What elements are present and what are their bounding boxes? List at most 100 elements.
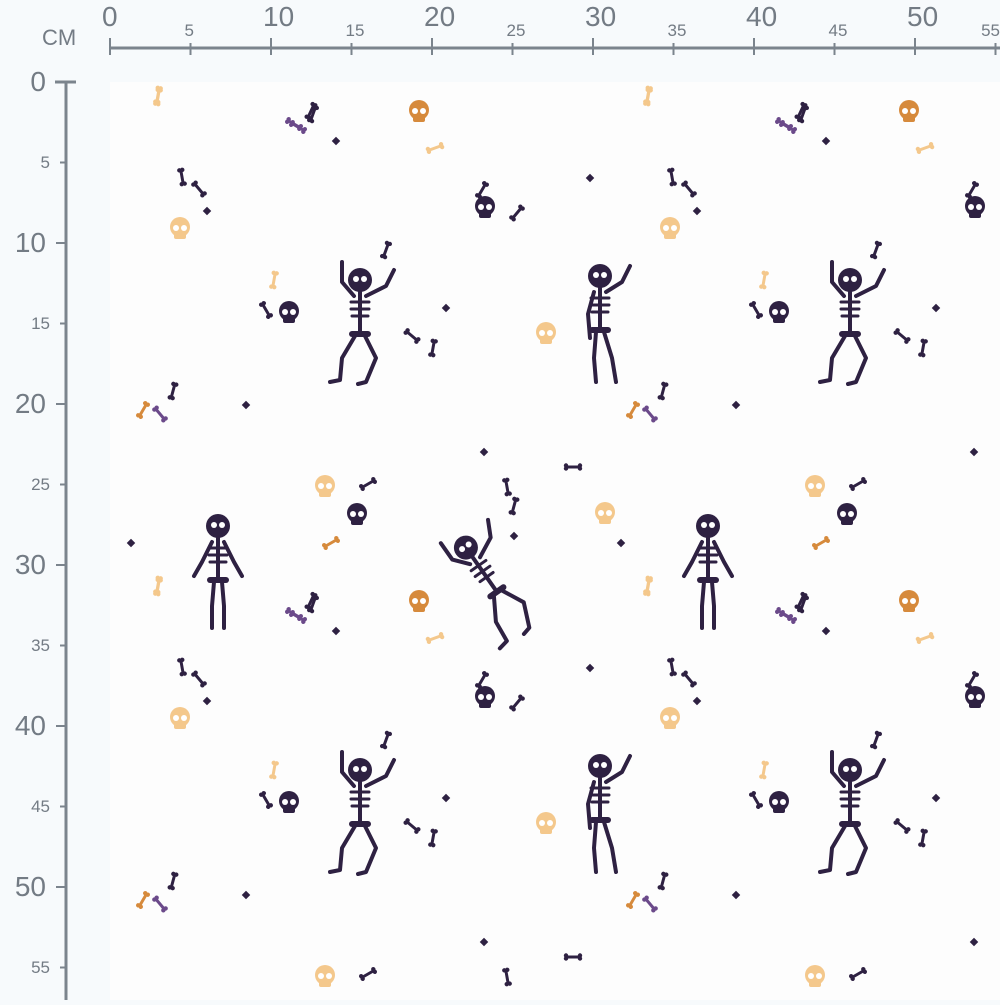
bone-icon <box>563 953 583 961</box>
diamond-icon <box>616 538 626 548</box>
bone-icon <box>681 180 697 198</box>
bone-icon <box>475 670 489 690</box>
skull-icon <box>475 686 495 708</box>
skull-icon <box>315 475 335 497</box>
vertical-ruler-label: 35 <box>31 635 50 655</box>
bone-icon <box>563 463 583 471</box>
bone-icon <box>796 104 810 124</box>
diamond-icon <box>931 793 941 803</box>
vertical-ruler-label: 25 <box>31 474 50 494</box>
skull-icon <box>536 812 556 834</box>
bone-icon <box>759 270 769 290</box>
diamond-icon <box>692 696 702 706</box>
bone-icon <box>288 610 308 624</box>
skeleton-icon <box>328 750 396 876</box>
skull-icon <box>965 196 985 218</box>
skeleton-icon <box>438 517 532 651</box>
horizontal-ruler-label: 10 <box>263 1 295 32</box>
bone-icon <box>167 381 179 401</box>
bone-icon <box>657 871 669 891</box>
skeleton-icon <box>818 750 886 876</box>
bone-icon <box>152 895 168 913</box>
bone-icon <box>918 828 928 848</box>
vertical-ruler-label: 5 <box>40 152 50 172</box>
diamond-icon <box>479 937 489 947</box>
skull-icon <box>170 707 190 729</box>
bone-icon <box>869 730 883 750</box>
horizontal-ruler-label: 35 <box>667 21 687 40</box>
bone-icon <box>177 167 187 187</box>
horizontal-ruler-label: 55 <box>981 21 1000 40</box>
bone-icon <box>425 141 445 155</box>
horizontal-ruler-label: 25 <box>506 21 526 40</box>
bone-icon <box>425 631 445 645</box>
skeleton-icon <box>586 754 632 874</box>
bone-icon <box>136 400 150 420</box>
bone-icon <box>428 828 438 848</box>
bone-icon <box>657 381 669 401</box>
diamond-icon <box>821 136 831 146</box>
bone-icon <box>259 790 273 810</box>
diamond-icon <box>441 793 451 803</box>
bone-icon <box>681 670 697 688</box>
diamond-icon <box>441 303 451 313</box>
skull-icon <box>409 100 429 122</box>
diamond-icon <box>331 626 341 636</box>
bone-icon <box>667 657 677 677</box>
skeleton-icon <box>192 514 244 630</box>
bone-icon <box>153 577 163 597</box>
skull-icon <box>347 503 367 525</box>
skull-icon <box>536 322 556 344</box>
horizontal-ruler-label: 50 <box>907 1 939 32</box>
bone-icon <box>667 167 677 187</box>
skull-icon <box>805 965 825 987</box>
bone-icon <box>379 730 393 750</box>
vertical-ruler-label: 20 <box>14 388 46 419</box>
bone-icon <box>848 967 868 981</box>
bone-icon <box>509 694 525 712</box>
bone-icon <box>306 594 320 614</box>
diamond-icon <box>202 696 212 706</box>
bone-icon <box>869 240 883 260</box>
skull-icon <box>660 707 680 729</box>
bone-icon <box>269 270 279 290</box>
bone-icon <box>269 760 279 780</box>
skull-icon <box>279 301 299 323</box>
bone-icon <box>749 300 763 320</box>
skull-icon <box>660 217 680 239</box>
bone-icon <box>403 818 421 834</box>
bone-icon <box>167 871 179 891</box>
skeleton-icon <box>328 260 396 386</box>
bone-icon <box>502 967 512 987</box>
bone-icon <box>502 477 512 497</box>
bone-icon <box>642 405 658 423</box>
horizontal-ruler-label: 30 <box>585 1 617 32</box>
bone-icon <box>259 300 273 320</box>
bone-icon <box>626 890 640 910</box>
vertical-ruler-label: 45 <box>31 796 50 816</box>
bone-icon <box>379 240 393 260</box>
diamond-icon <box>821 626 831 636</box>
bone-icon <box>796 594 810 614</box>
bone-icon <box>177 657 187 677</box>
bone-icon <box>642 895 658 913</box>
horizontal-ruler-label: 45 <box>828 21 848 40</box>
diamond-icon <box>731 890 741 900</box>
diamond-icon <box>126 538 136 548</box>
skull-icon <box>965 686 985 708</box>
diamond-icon <box>479 447 489 457</box>
vertical-ruler-label: 10 <box>14 227 46 258</box>
bone-icon <box>749 790 763 810</box>
diamond-icon <box>931 303 941 313</box>
bone-icon <box>403 328 421 344</box>
vertical-ruler-label: 40 <box>14 710 46 741</box>
skeleton-icon <box>818 260 886 386</box>
skull-icon <box>899 590 919 612</box>
skull-icon <box>315 965 335 987</box>
bone-icon <box>321 536 341 550</box>
skull-icon <box>475 196 495 218</box>
bone-icon <box>893 328 911 344</box>
bone-icon <box>288 120 308 134</box>
bone-icon <box>965 670 979 690</box>
bone-icon <box>358 477 378 491</box>
